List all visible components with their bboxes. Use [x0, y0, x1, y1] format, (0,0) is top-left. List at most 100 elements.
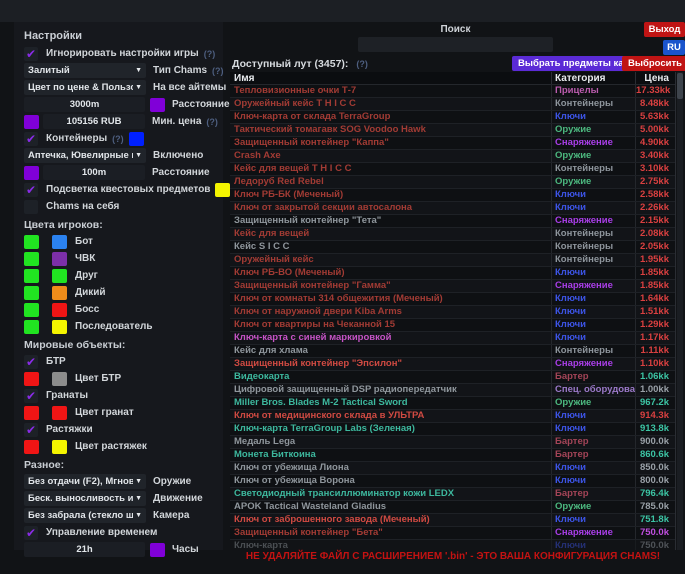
- text-input[interactable]: 105156 RUB: [43, 114, 145, 129]
- table-row[interactable]: Кейс для вещей Контейнеры 2.08kk: [230, 228, 675, 241]
- item-price: 1.95kk: [635, 254, 675, 266]
- table-row[interactable]: Тепловизионные очки Т-7 Прицелы 17.33kk: [230, 85, 675, 98]
- item-category: Ключи: [551, 540, 635, 550]
- table-row[interactable]: Видеокарта Бартер 1.06kk: [230, 371, 675, 384]
- column-header-price[interactable]: Цена: [635, 72, 675, 84]
- table-row[interactable]: Защищенный контейнер "Каппа" Снаряжение 4.…: [230, 137, 675, 150]
- table-row[interactable]: Защищенный контейнер "Тета" Снаряжение 2.1…: [230, 215, 675, 228]
- table-row[interactable]: Ключ от закрытой секции автосалона Ключи 2…: [230, 202, 675, 215]
- color-swatch[interactable]: [24, 285, 39, 300]
- settings-row: Без забрала (стекло шлема)▼ Камера: [24, 507, 223, 524]
- table-row[interactable]: Защищенный контейнер "Бета" Снаряжение 750…: [230, 527, 675, 540]
- table-row[interactable]: Ключ-карта Ключи 750.0k: [230, 540, 675, 550]
- checkbox[interactable]: ✔: [24, 131, 38, 146]
- column-header-name[interactable]: Имя: [234, 73, 255, 84]
- table-row[interactable]: Ледоруб Red Rebel Оружие 2.75kk: [230, 176, 675, 189]
- table-row[interactable]: APOK Tactical Wasteland Gladius Оружие 785…: [230, 501, 675, 514]
- color-swatch[interactable]: [52, 251, 67, 266]
- color-swatch[interactable]: [24, 302, 39, 317]
- table-scrollbar[interactable]: [677, 72, 683, 550]
- color-swatch[interactable]: [52, 405, 67, 420]
- item-price: 796.4k: [635, 488, 675, 500]
- color-swatch[interactable]: [24, 268, 39, 283]
- dropdown[interactable]: Аптечка, Ювелирные и...▼: [24, 148, 146, 163]
- table-row[interactable]: Медаль Lega Бартер 900.0k: [230, 436, 675, 449]
- color-swatch[interactable]: [24, 319, 39, 334]
- table-row[interactable]: Ключ от квартиры на Чеканной 15 Ключи 1.29…: [230, 319, 675, 332]
- item-price: 4.90kk: [635, 137, 675, 149]
- color-swatch[interactable]: [24, 251, 39, 266]
- color-swatch[interactable]: [24, 165, 39, 180]
- search-input[interactable]: [358, 37, 553, 52]
- table-row[interactable]: Кейс для вещей T H I C C Контейнеры 3.10kk: [230, 163, 675, 176]
- table-row[interactable]: Crash Axe Оружие 3.40kk: [230, 150, 675, 163]
- table-row[interactable]: Ключ от убежища Ворона Ключи 800.0k: [230, 475, 675, 488]
- text-input[interactable]: 100m: [43, 165, 145, 180]
- color-swatch[interactable]: [24, 234, 39, 249]
- color-swatch[interactable]: [24, 114, 39, 129]
- table-row[interactable]: Монета Биткоина Бартер 860.6k: [230, 449, 675, 462]
- color-swatch[interactable]: [52, 439, 67, 454]
- color-swatch[interactable]: [52, 268, 67, 283]
- checkbox-label: Контейнеры: [46, 133, 108, 144]
- dropdown[interactable]: Без забрала (стекло шлема)▼: [24, 508, 146, 523]
- text-input[interactable]: 21h: [24, 542, 145, 557]
- table-row[interactable]: Ключ РБ-БК (Меченый) Ключи 2.58kk: [230, 189, 675, 202]
- table-row[interactable]: Ключ-карта с синей маркировкой Ключи 1.17k…: [230, 332, 675, 345]
- checkbox[interactable]: ✔: [24, 354, 38, 369]
- select-kappa-items-button[interactable]: Выбрать предметы каппа: [512, 56, 647, 71]
- table-row[interactable]: Защищенный контейнер "Эпсилон" Снаряжение…: [230, 358, 675, 371]
- column-header-category[interactable]: Категория: [551, 72, 635, 84]
- color-swatch[interactable]: [150, 97, 165, 112]
- color-swatch[interactable]: [215, 182, 231, 197]
- chevron-down-icon: ▼: [135, 67, 142, 74]
- table-row[interactable]: Ключ от заброшенного завода (Меченый) Клю…: [230, 514, 675, 527]
- color-swatch[interactable]: [128, 131, 144, 146]
- dropdown-value: Аптечка, Ювелирные и...: [28, 150, 133, 161]
- checkbox[interactable]: [24, 199, 38, 214]
- dropdown[interactable]: Цвет по цене & Пользователь▼: [24, 80, 146, 95]
- table-row[interactable]: Ключ от наружной двери Kiba Arms Ключи 1.5…: [230, 306, 675, 319]
- color-swatch[interactable]: [52, 371, 67, 386]
- item-price: 8.48kk: [635, 98, 675, 110]
- text-input[interactable]: 3000m: [24, 97, 145, 112]
- table-row[interactable]: Оружейный кейс T H I C C Контейнеры 8.48kk: [230, 98, 675, 111]
- table-row[interactable]: Оружейный кейс Контейнеры 1.95kk: [230, 254, 675, 267]
- table-row[interactable]: Ключ от убежища Лиона Ключи 850.0k: [230, 462, 675, 475]
- input-label: Часы: [172, 544, 199, 555]
- table-row[interactable]: Кейс S I C C Контейнеры 2.05kk: [230, 241, 675, 254]
- table-row[interactable]: Тактический томагавк SOG Voodoo Hawk Оруж…: [230, 124, 675, 137]
- exit-button[interactable]: Выход: [644, 22, 685, 37]
- color-swatch[interactable]: [52, 319, 67, 334]
- color-swatch[interactable]: [24, 371, 39, 386]
- color-swatch[interactable]: [52, 285, 67, 300]
- language-button[interactable]: RU: [663, 40, 685, 55]
- table-row[interactable]: Ключ РБ-ВО (Меченый) Ключи 1.85kk: [230, 267, 675, 280]
- scrollbar-thumb[interactable]: [677, 73, 683, 99]
- table-row[interactable]: Ключ от медицинского склада в УЛЬТРА Ключ…: [230, 410, 675, 423]
- checkbox[interactable]: ✔: [24, 182, 38, 197]
- drop-all-button[interactable]: Выбросить все: [622, 56, 685, 71]
- color-swatch[interactable]: [52, 234, 67, 249]
- color-swatch[interactable]: [150, 542, 165, 557]
- color-swatch[interactable]: [52, 302, 67, 317]
- settings-row: ✔ Управление временем: [24, 524, 223, 541]
- table-row[interactable]: Цифровой защищенный DSP радиопередатчик С…: [230, 384, 675, 397]
- checkbox[interactable]: ✔: [24, 388, 38, 403]
- checkbox[interactable]: ✔: [24, 422, 38, 437]
- color-swatch[interactable]: [24, 405, 39, 420]
- table-row[interactable]: Miller Bros. Blades M-2 Tactical Sword Ор…: [230, 397, 675, 410]
- checkbox[interactable]: ✔: [24, 525, 38, 540]
- table-row[interactable]: Защищенный контейнер "Гамма" Снаряжение 1.…: [230, 280, 675, 293]
- table-row[interactable]: Светодиодный трансиллюминатор кожи LEDX Б…: [230, 488, 675, 501]
- table-row[interactable]: Кейс для хлама Контейнеры 1.11kk: [230, 345, 675, 358]
- table-row[interactable]: Ключ-карта от склада TerraGroup Ключи 5.63…: [230, 111, 675, 124]
- item-price: 1.51kk: [635, 306, 675, 318]
- dropdown[interactable]: Беск. выносливость и нет уста▼: [24, 491, 146, 506]
- table-row[interactable]: Ключ от комнаты 314 общежития (Меченый) К…: [230, 293, 675, 306]
- dropdown[interactable]: Залитый ▼: [24, 63, 146, 78]
- dropdown[interactable]: Без отдачи (F2), Мгновенное п▼: [24, 474, 146, 489]
- color-swatch[interactable]: [24, 439, 39, 454]
- table-row[interactable]: Ключ-карта TerraGroup Labs (Зеленая) Ключ…: [230, 423, 675, 436]
- checkbox[interactable]: ✔: [24, 46, 38, 61]
